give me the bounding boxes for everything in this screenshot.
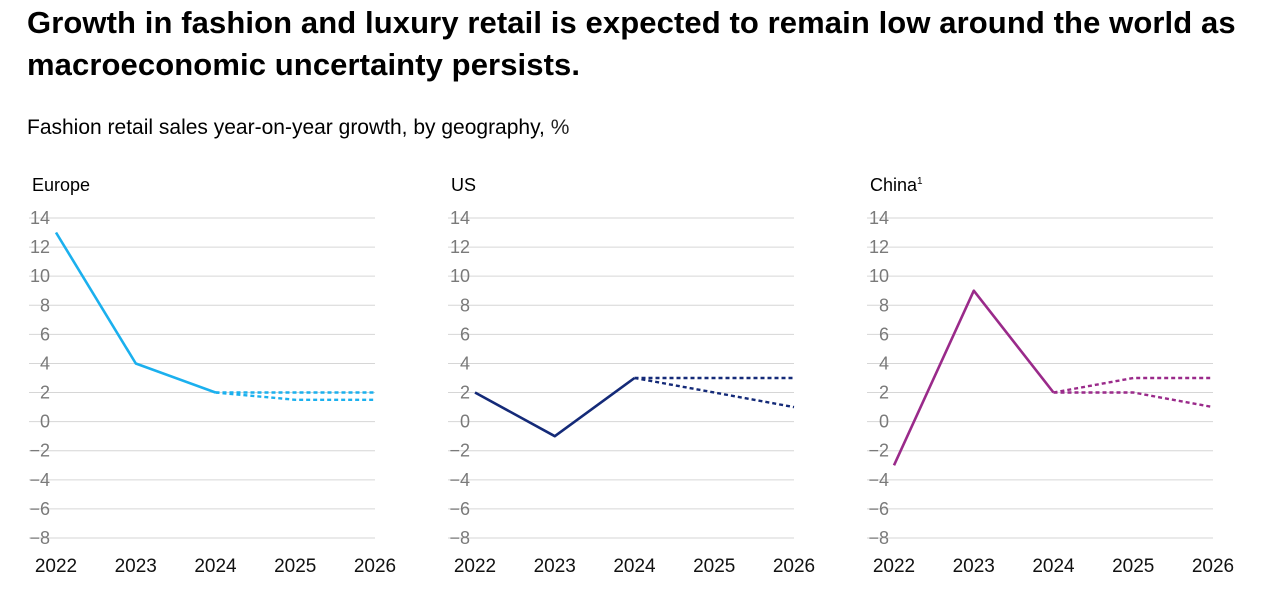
y-tick-label: −4 xyxy=(868,470,889,490)
y-tick-label: 14 xyxy=(30,208,50,228)
x-tick-label: 2025 xyxy=(693,556,735,577)
y-tick-label: −2 xyxy=(449,441,470,461)
series-line-china-forecast-2 xyxy=(1053,391,1214,409)
footnote-mark: 1 xyxy=(917,176,923,187)
y-tick-label: −6 xyxy=(868,499,889,519)
y-tick-label: 4 xyxy=(879,353,889,373)
x-tick-label: 2026 xyxy=(1192,556,1234,577)
chart-panel-us: US 14 12 10 8 6 4 2 0 −2 −4 −6 −8 2022 2023 2024 2025 202… xyxy=(448,175,815,577)
x-tick-label: 2023 xyxy=(953,556,995,577)
series-line-china-actual xyxy=(892,289,1055,466)
y-tick-label: −8 xyxy=(868,528,889,548)
y-tick-label: 10 xyxy=(869,266,889,286)
y-tick-label: −6 xyxy=(449,499,470,519)
subtitle-unit: % xyxy=(550,116,570,139)
y-tick-label: 14 xyxy=(450,208,470,228)
y-tick-label: −4 xyxy=(29,470,50,490)
series-line-us-actual xyxy=(474,376,636,438)
y-tick-label: 0 xyxy=(460,412,470,432)
series-line-europe-forecast-2 xyxy=(215,391,375,402)
y-tick-label: 2 xyxy=(879,383,889,403)
y-tick-label: 6 xyxy=(879,324,889,344)
x-tick-label: 2024 xyxy=(1032,556,1075,577)
y-tick-label: 12 xyxy=(869,237,889,257)
x-tick-label: 2025 xyxy=(274,556,316,577)
series-line-europe-actual xyxy=(54,231,216,394)
y-tick-label: 8 xyxy=(460,295,470,315)
y-tick-label: 0 xyxy=(40,412,50,432)
x-tick-label: 2024 xyxy=(194,556,237,577)
subtitle-text: Fashion retail sales year-on-year growth… xyxy=(27,116,545,139)
panel-title-europe: Europe xyxy=(32,175,90,195)
x-tick-label: 2023 xyxy=(534,556,576,577)
panel-title-us: US xyxy=(451,175,476,195)
chart-subtitle: Fashion retail sales year-on-year growth… xyxy=(27,114,569,142)
x-tick-label: 2022 xyxy=(35,556,77,577)
y-tick-label: −4 xyxy=(449,470,470,490)
y-tick-label: −6 xyxy=(29,499,50,519)
y-tick-label: −2 xyxy=(29,441,50,461)
x-tick-label: 2024 xyxy=(613,556,656,577)
y-tick-label: 12 xyxy=(30,237,50,257)
x-tick-label: 2022 xyxy=(454,556,496,577)
y-tick-label: 6 xyxy=(40,324,50,344)
panel-title-china: China1 xyxy=(870,175,923,195)
y-tick-label: −2 xyxy=(868,441,889,461)
y-tick-label: 6 xyxy=(460,324,470,344)
y-tick-label: 8 xyxy=(879,295,889,315)
x-tick-label: 2025 xyxy=(1112,556,1154,577)
chart-panel-europe: Europe 14 12 10 8 6 4 2 0 −2 −4 −6 −8 2022 2023 2024 202… xyxy=(29,175,396,577)
chart-headline: Growth in fashion and luxury retail is e… xyxy=(27,5,1236,82)
y-tick-label: 14 xyxy=(869,208,889,228)
x-tick-label: 2026 xyxy=(354,556,396,577)
y-tick-label: 8 xyxy=(40,295,50,315)
y-tick-label: 4 xyxy=(460,353,470,373)
y-tick-label: 10 xyxy=(30,266,50,286)
series-line-china-forecast-1 xyxy=(1053,376,1213,394)
y-tick-label: 0 xyxy=(879,412,889,432)
x-tick-label: 2026 xyxy=(773,556,815,577)
y-tick-label: −8 xyxy=(449,528,470,548)
y-tick-label: 12 xyxy=(450,237,470,257)
x-tick-label: 2022 xyxy=(873,556,915,577)
x-tick-label: 2023 xyxy=(115,556,157,577)
y-tick-label: 4 xyxy=(40,353,50,373)
y-tick-label: −8 xyxy=(29,528,50,548)
y-tick-label: 2 xyxy=(460,383,470,403)
series-line-us-forecast-2 xyxy=(634,376,795,409)
chart-panel-china: China1 14 12 10 8 6 4 2 0 −2 −4 −6 −8 2022 2023 2024 202… xyxy=(867,175,1234,577)
y-tick-label: 10 xyxy=(450,266,470,286)
y-tick-label: 2 xyxy=(40,383,50,403)
